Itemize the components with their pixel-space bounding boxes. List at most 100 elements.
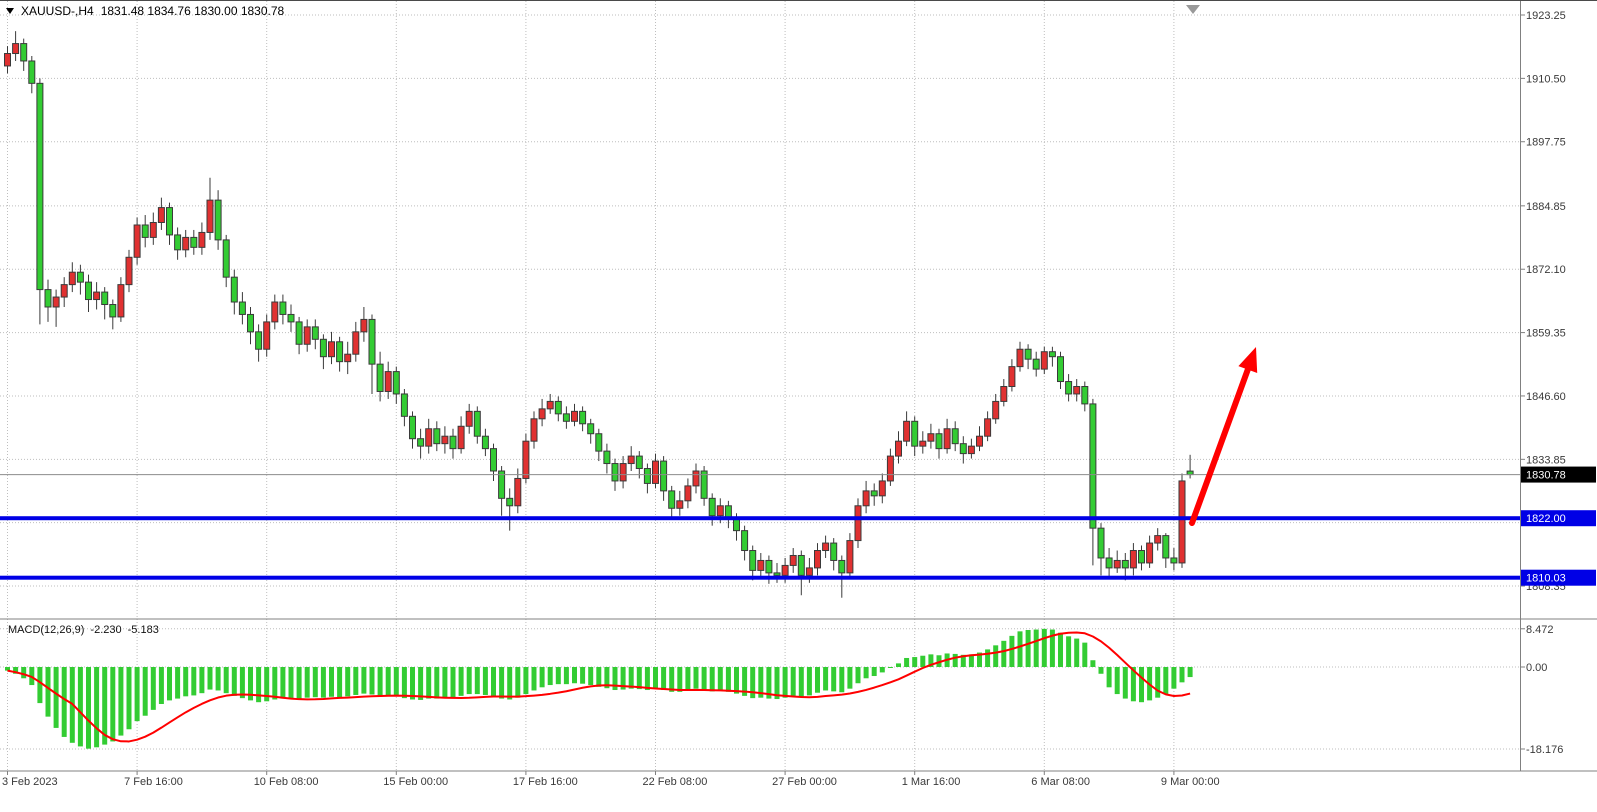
macd-histogram-bar xyxy=(61,667,67,737)
macd-histogram-bar xyxy=(717,667,723,691)
macd-histogram-bar xyxy=(977,652,982,667)
macd-histogram-bar xyxy=(539,667,545,688)
macd-histogram-bar xyxy=(636,667,642,690)
candle xyxy=(368,318,376,365)
candle xyxy=(85,281,92,301)
macd-histogram-bar xyxy=(790,667,796,696)
chart-shift-marker-icon[interactable] xyxy=(1186,5,1200,14)
macd-histogram-bar xyxy=(936,655,942,667)
candle xyxy=(52,296,60,308)
macd-histogram-bar xyxy=(1122,667,1128,699)
macd-histogram-bar xyxy=(1106,667,1112,688)
macd-histogram-bar xyxy=(701,667,707,690)
macd-histogram-bar xyxy=(418,667,424,700)
candle xyxy=(222,239,230,278)
macd-histogram-bar xyxy=(1033,629,1039,667)
candle xyxy=(376,363,384,392)
macd-histogram-bar xyxy=(555,667,561,685)
trend-arrow[interactable] xyxy=(1189,347,1258,526)
macd-histogram-bar xyxy=(677,667,683,692)
candle xyxy=(68,271,76,286)
resistance-line[interactable] xyxy=(0,516,1520,521)
macd-histogram-bar xyxy=(628,667,634,689)
macd-histogram-bar xyxy=(952,653,958,667)
candle xyxy=(336,341,344,363)
svg-text:1830.78: 1830.78 xyxy=(1526,470,1566,482)
candle xyxy=(93,291,101,301)
candle xyxy=(943,428,951,450)
candle xyxy=(1121,559,1129,569)
candle xyxy=(182,236,190,251)
candle xyxy=(781,564,789,576)
candle xyxy=(166,207,173,236)
candle xyxy=(214,199,222,241)
macd-histogram-bar xyxy=(725,667,731,692)
macd-histogram-bar xyxy=(612,667,618,691)
svg-text:1833.85: 1833.85 xyxy=(1526,454,1566,466)
candle xyxy=(862,490,870,507)
macd-histogram-bar xyxy=(831,667,837,692)
macd-histogram-bar xyxy=(207,667,213,690)
candle xyxy=(587,423,595,435)
macd-histogram-bar xyxy=(385,667,391,695)
svg-text:-18.176: -18.176 xyxy=(1526,744,1563,756)
candle xyxy=(417,438,425,447)
macd-histogram-bar xyxy=(256,667,262,703)
macd-histogram-bar xyxy=(142,667,148,716)
support-line[interactable] xyxy=(0,575,1520,580)
candle xyxy=(174,234,182,251)
candle xyxy=(392,371,400,395)
candle xyxy=(1105,557,1113,569)
macd-histogram-bar xyxy=(1058,632,1063,667)
macd-histogram-bar xyxy=(1049,629,1055,667)
candle xyxy=(409,415,416,440)
candle xyxy=(1016,348,1024,368)
candle xyxy=(506,497,514,507)
candle xyxy=(895,440,902,457)
candle xyxy=(514,477,522,507)
macd-histogram-bar xyxy=(523,667,529,695)
candle xyxy=(595,433,603,452)
macd-histogram-bar xyxy=(158,667,164,704)
candle xyxy=(255,331,263,350)
macd-histogram-bar xyxy=(1179,667,1185,683)
candle xyxy=(911,420,919,447)
candle xyxy=(627,455,635,465)
macd-histogram-bar xyxy=(644,667,650,691)
svg-text:0.00: 0.00 xyxy=(1526,662,1547,674)
macd-histogram-bar xyxy=(329,667,334,697)
candle xyxy=(976,435,983,447)
candle xyxy=(562,413,570,422)
candle xyxy=(498,470,506,499)
candle xyxy=(28,60,36,84)
macd-histogram-bar xyxy=(620,667,626,690)
macd-histogram-bar xyxy=(450,667,456,698)
symbol-dropdown-icon[interactable] xyxy=(6,8,14,14)
macd-histogram-bar xyxy=(709,667,715,692)
candle xyxy=(635,455,643,470)
current-price-badge xyxy=(1521,466,1596,483)
candle xyxy=(279,301,287,315)
candles xyxy=(4,31,1194,598)
macd-histogram-bar xyxy=(134,667,140,722)
candle xyxy=(238,301,246,315)
macd-histogram-bar xyxy=(750,667,756,699)
macd-histogram-bar xyxy=(1001,640,1007,667)
macd-indicator-label: MACD(12,26,9) -2.230 -5.183 xyxy=(8,624,159,636)
macd-histogram-bar xyxy=(13,667,19,674)
macd-histogram-bar xyxy=(296,667,302,699)
candle xyxy=(546,400,554,410)
candle xyxy=(141,224,149,238)
candle xyxy=(708,497,716,517)
candle xyxy=(1178,480,1186,564)
candle xyxy=(716,505,724,517)
macd-histogram-bar xyxy=(1171,667,1177,689)
svg-text:3 Feb 2023: 3 Feb 2023 xyxy=(2,776,58,788)
horizontal-level-lines xyxy=(0,516,1520,580)
macd-histogram-bar xyxy=(482,667,488,695)
candle xyxy=(1065,381,1073,395)
macd-histogram-bar xyxy=(191,667,197,696)
macd-histogram-bar xyxy=(669,667,675,692)
candle xyxy=(360,318,368,333)
